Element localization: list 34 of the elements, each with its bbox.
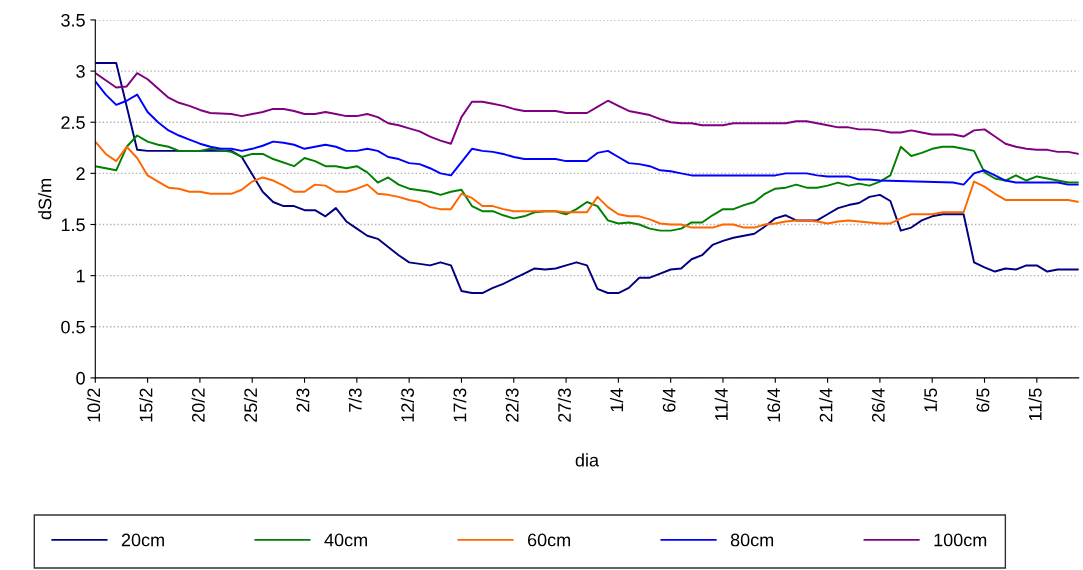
legend-label: 20cm	[121, 533, 164, 547]
y-tick-label: 0.5	[61, 320, 85, 334]
x-tick-label: 6/5	[976, 388, 990, 412]
legend-label: 80cm	[730, 533, 774, 547]
x-tick-label: 15/2	[139, 388, 153, 422]
y-tick-label: 2.5	[61, 116, 85, 129]
x-tick-label: 12/3	[400, 388, 414, 422]
legend-label: 100cm	[934, 533, 987, 547]
y-tick-label: 3	[76, 65, 85, 78]
legend-label: 60cm	[527, 533, 571, 547]
x-tick-label: 7/3	[348, 388, 362, 412]
legend-label: 40cm	[324, 533, 367, 547]
x-tick-label: 1/5	[923, 388, 938, 412]
x-tick-label: 20/2	[191, 388, 205, 422]
y-tick-label: 1	[76, 269, 85, 283]
y-tick-label: 2	[76, 167, 85, 180]
x-axis-title: dia	[575, 453, 600, 467]
y-tick-label: 1.5	[61, 218, 85, 232]
x-tick-label: 25/2	[243, 388, 258, 422]
x-tick-label: 17/3	[453, 388, 467, 422]
y-axis-title: dS/m	[38, 179, 52, 220]
x-tick-label: 10/2	[86, 388, 101, 422]
x-tick-label: 6/4	[662, 388, 676, 412]
x-tick-label: 2/3	[296, 388, 310, 412]
x-tick-label: 11/4	[714, 388, 728, 421]
x-tick-label: 22/3	[505, 388, 519, 422]
x-tick-label: 27/3	[557, 388, 571, 422]
x-tick-label: 26/4	[871, 388, 885, 422]
x-tick-label: 16/4	[766, 388, 781, 422]
y-tick-label: 3.5	[61, 13, 85, 27]
x-tick-label: 11/5	[1028, 388, 1042, 421]
y-tick-label: 0	[76, 371, 85, 385]
x-tick-label: 1/4	[609, 388, 624, 412]
x-tick-label: 21/4	[819, 388, 833, 422]
